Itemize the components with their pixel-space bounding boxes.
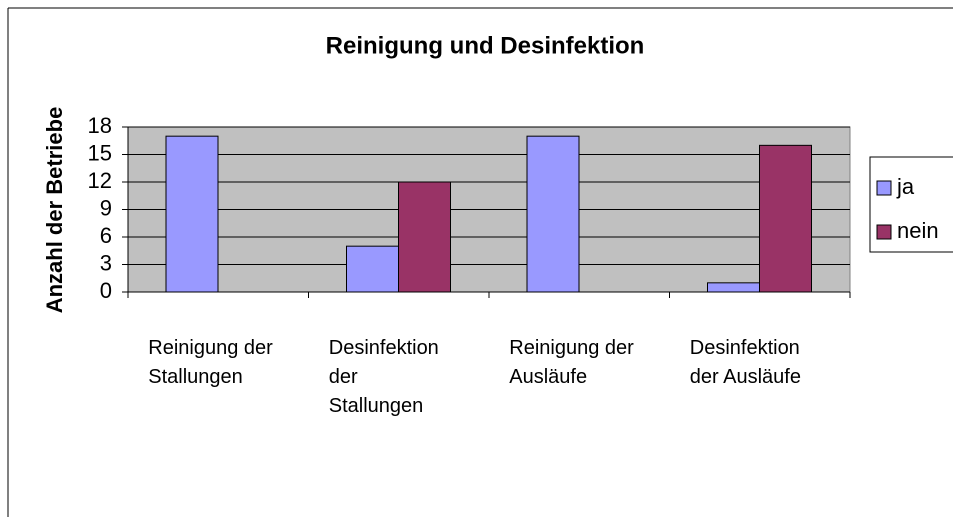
legend-label: ja — [896, 174, 915, 199]
bar — [759, 144, 812, 293]
bar — [526, 135, 580, 293]
y-tick-label: 9 — [100, 195, 112, 220]
x-tick-label: Desinfektion der Stallungen — [328, 337, 439, 417]
bar — [707, 282, 760, 293]
y-tick-label: 12 — [88, 168, 112, 193]
y-tick-label: 6 — [100, 223, 112, 248]
y-axis-title: Anzahl der Betriebe — [42, 107, 67, 314]
y-tick-label: 18 — [88, 113, 112, 138]
y-tick-label: 0 — [100, 278, 112, 303]
bar — [346, 245, 399, 293]
bar — [165, 135, 219, 293]
y-tick-label: 15 — [88, 140, 112, 165]
x-tick-label: Reinigung der Ausläufe — [509, 337, 634, 388]
legend-swatch — [876, 224, 892, 240]
y-tick-label: 3 — [100, 250, 112, 275]
chart-title: Reinigung und Desinfektion — [326, 32, 645, 59]
bar — [398, 181, 451, 293]
x-tick-label: Reinigung der Stallungen — [148, 337, 273, 388]
x-tick-label: Desinfektion der Ausläufe — [689, 337, 801, 388]
legend-label: nein — [897, 218, 939, 243]
legend-swatch — [876, 180, 892, 196]
